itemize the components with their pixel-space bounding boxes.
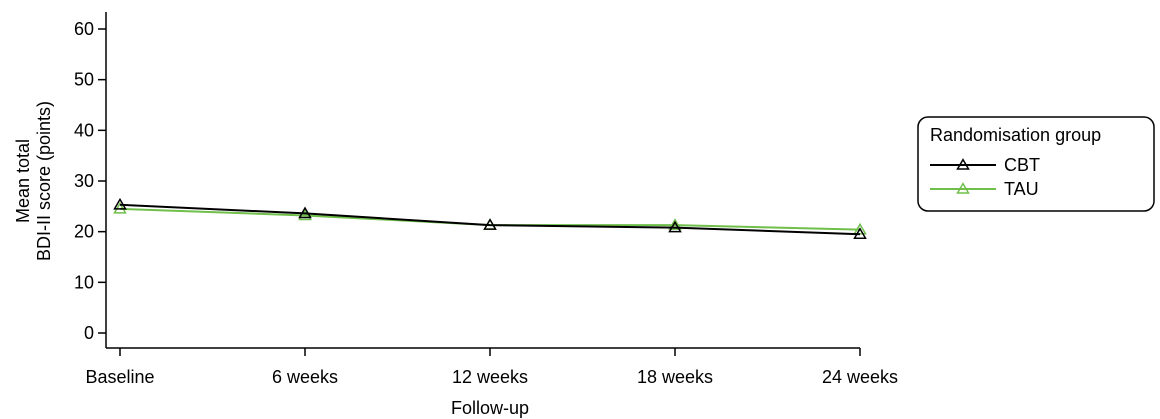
legend-marker [956, 182, 970, 194]
x-tick-label: 12 weeks [452, 367, 528, 387]
series-point-cbt [113, 197, 127, 210]
x-axis: Baseline 6 weeks 12 weeks 18 weeks 24 weeks [85, 347, 898, 387]
y-tick-label: 60 [74, 19, 94, 39]
x-axis-title: Follow-up [451, 398, 529, 418]
legend-marker [956, 158, 970, 170]
y-tick-label: 50 [74, 70, 94, 90]
x-ticks: Baseline 6 weeks 12 weeks 18 weeks 24 weeks [85, 348, 898, 387]
y-axis: 0 10 20 30 40 50 60 [74, 12, 107, 348]
series-point-cbt [668, 220, 682, 233]
y-tick-label: 10 [74, 272, 94, 292]
y-tick-label: 40 [74, 120, 94, 140]
legend-items: CBT TAU [930, 155, 1040, 199]
x-tick-label: 24 weeks [822, 367, 898, 387]
series-point-cbt [853, 227, 867, 239]
legend-item-tau: TAU [930, 179, 1039, 199]
series-point-cbt [298, 206, 312, 219]
x-tick-label: 6 weeks [272, 367, 338, 387]
y-tick-label: 0 [84, 323, 94, 343]
y-axis-title-line-1: Mean total [13, 139, 33, 223]
y-tick-label: 30 [74, 171, 94, 191]
series-point-cbt [483, 218, 497, 230]
legend-item-cbt: CBT [930, 155, 1040, 175]
y-tick-label: 20 [74, 222, 94, 242]
legend-title: Randomisation group [930, 125, 1101, 145]
legend-label: TAU [1004, 179, 1039, 199]
series-cbt [113, 197, 867, 239]
series-point-tau [298, 208, 312, 221]
series-layer [113, 197, 867, 239]
legend: Randomisation group CBT TAU [917, 116, 1155, 212]
y-axis-title-line-2: BDI-II score (points) [34, 101, 54, 261]
x-tick-label: Baseline [85, 367, 154, 387]
legend-box [917, 116, 1155, 212]
series-line-cbt [119, 203, 861, 236]
y-ticks: 0 10 20 30 40 50 60 [74, 19, 106, 343]
legend-label: CBT [1004, 155, 1040, 175]
series-point-tau [668, 218, 682, 230]
x-tick-label: 18 weeks [637, 367, 713, 387]
